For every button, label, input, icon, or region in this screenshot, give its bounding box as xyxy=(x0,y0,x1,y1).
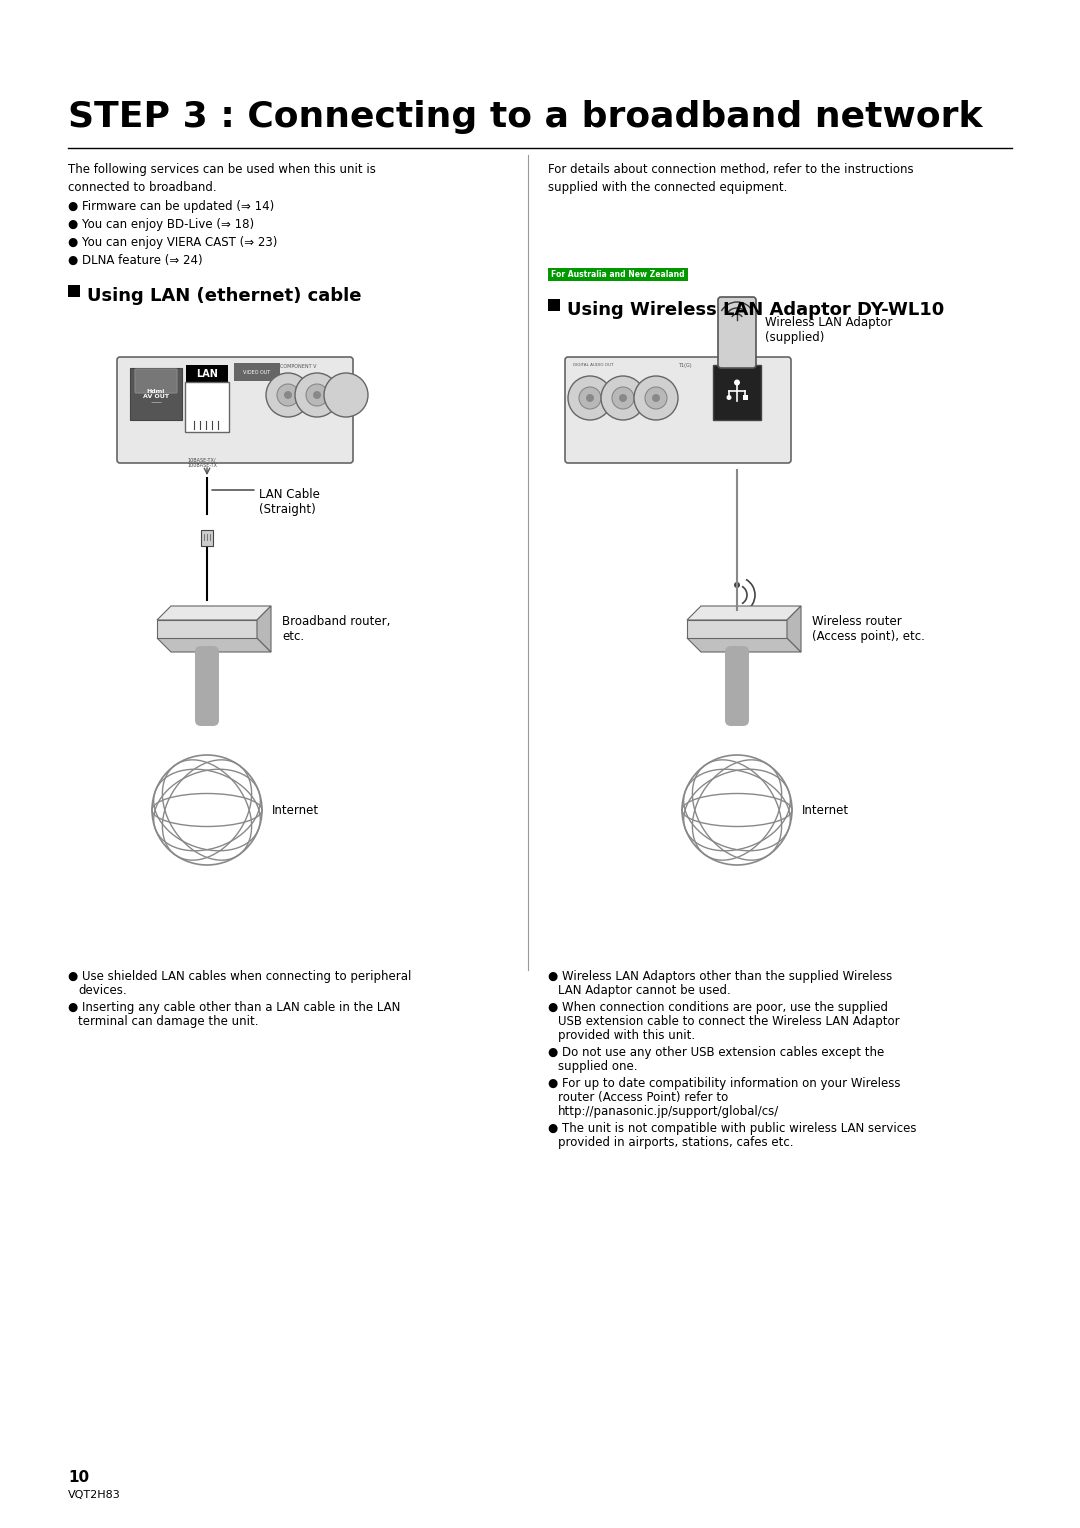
Polygon shape xyxy=(687,620,787,639)
FancyBboxPatch shape xyxy=(713,365,761,420)
Text: ● Use shielded LAN cables when connecting to peripheral: ● Use shielded LAN cables when connectin… xyxy=(68,970,411,983)
Text: —: — xyxy=(150,397,162,406)
Text: ● You can enjoy BD-Live (⇒ 18): ● You can enjoy BD-Live (⇒ 18) xyxy=(68,219,254,231)
Text: supplied one.: supplied one. xyxy=(558,1060,637,1073)
Circle shape xyxy=(634,376,678,420)
Text: Using Wireless LAN Adaptor DY-WL10: Using Wireless LAN Adaptor DY-WL10 xyxy=(567,301,944,319)
Text: USB extension cable to connect the Wireless LAN Adaptor: USB extension cable to connect the Wirel… xyxy=(558,1015,900,1028)
Circle shape xyxy=(568,376,612,420)
Text: devices.: devices. xyxy=(78,984,126,996)
Text: ● You can enjoy VIERA CAST (⇒ 23): ● You can enjoy VIERA CAST (⇒ 23) xyxy=(68,235,278,249)
Polygon shape xyxy=(787,607,801,652)
Circle shape xyxy=(266,373,310,417)
Bar xyxy=(548,299,561,312)
Bar xyxy=(68,286,80,296)
Text: ● Inserting any cable other than a LAN cable in the LAN: ● Inserting any cable other than a LAN c… xyxy=(68,1001,401,1015)
Text: Wireless router
(Access point), etc.: Wireless router (Access point), etc. xyxy=(812,614,924,643)
Text: router (Access Point) refer to: router (Access Point) refer to xyxy=(558,1091,728,1105)
FancyBboxPatch shape xyxy=(725,646,750,726)
Text: ● DLNA feature (⇒ 24): ● DLNA feature (⇒ 24) xyxy=(68,254,203,267)
Text: Hdmi
AV OUT: Hdmi AV OUT xyxy=(143,388,168,399)
Bar xyxy=(743,394,747,399)
Circle shape xyxy=(284,391,292,399)
Circle shape xyxy=(313,391,321,399)
Text: Using LAN (ethernet) cable: Using LAN (ethernet) cable xyxy=(87,287,362,306)
Circle shape xyxy=(727,396,731,400)
Circle shape xyxy=(619,394,627,402)
Polygon shape xyxy=(257,607,271,652)
Polygon shape xyxy=(687,639,801,652)
Text: ● For up to date compatibility information on your Wireless: ● For up to date compatibility informati… xyxy=(548,1077,901,1089)
Polygon shape xyxy=(157,607,271,620)
Circle shape xyxy=(586,394,594,402)
FancyBboxPatch shape xyxy=(186,365,228,384)
Text: DIGITAL AUDIO OUT: DIGITAL AUDIO OUT xyxy=(573,364,613,367)
Text: LAN Adaptor cannot be used.: LAN Adaptor cannot be used. xyxy=(558,984,731,996)
Text: For details about connection method, refer to the instructions
supplied with the: For details about connection method, ref… xyxy=(548,163,914,194)
Text: http://panasonic.jp/support/global/cs/: http://panasonic.jp/support/global/cs/ xyxy=(558,1105,780,1118)
Text: ● Do not use any other USB extension cables except the: ● Do not use any other USB extension cab… xyxy=(548,1047,885,1059)
Circle shape xyxy=(652,394,660,402)
Circle shape xyxy=(734,379,740,385)
FancyBboxPatch shape xyxy=(135,368,177,393)
Text: For Australia and New Zealand: For Australia and New Zealand xyxy=(551,270,685,280)
Polygon shape xyxy=(687,607,801,620)
Circle shape xyxy=(645,387,667,410)
Text: ● The unit is not compatible with public wireless LAN services: ● The unit is not compatible with public… xyxy=(548,1122,917,1135)
Text: provided with this unit.: provided with this unit. xyxy=(558,1028,696,1042)
Polygon shape xyxy=(157,620,257,639)
Text: VIDEO OUT: VIDEO OUT xyxy=(243,370,271,374)
Circle shape xyxy=(734,582,740,588)
Text: 10: 10 xyxy=(68,1470,90,1485)
Text: COMPONENT V: COMPONENT V xyxy=(280,364,316,368)
Circle shape xyxy=(600,376,645,420)
Text: ● When connection conditions are poor, use the supplied: ● When connection conditions are poor, u… xyxy=(548,1001,888,1015)
FancyBboxPatch shape xyxy=(195,646,219,726)
Text: Broadband router,
etc.: Broadband router, etc. xyxy=(282,614,390,643)
Text: ● Firmware can be updated (⇒ 14): ● Firmware can be updated (⇒ 14) xyxy=(68,200,274,212)
FancyBboxPatch shape xyxy=(565,358,791,463)
Text: Wireless LAN Adaptor
(supplied): Wireless LAN Adaptor (supplied) xyxy=(765,316,892,344)
Polygon shape xyxy=(157,639,271,652)
Circle shape xyxy=(306,384,328,406)
Text: Internet: Internet xyxy=(272,804,319,816)
FancyBboxPatch shape xyxy=(130,368,183,420)
FancyBboxPatch shape xyxy=(117,358,353,463)
Circle shape xyxy=(295,373,339,417)
Text: terminal can damage the unit.: terminal can damage the unit. xyxy=(78,1015,258,1028)
FancyBboxPatch shape xyxy=(718,296,756,368)
Text: Internet: Internet xyxy=(802,804,849,816)
Text: STEP 3 : Connecting to a broadband network: STEP 3 : Connecting to a broadband netwo… xyxy=(68,99,983,134)
Circle shape xyxy=(276,384,299,406)
FancyBboxPatch shape xyxy=(548,267,688,281)
FancyBboxPatch shape xyxy=(234,364,280,380)
Text: provided in airports, stations, cafes etc.: provided in airports, stations, cafes et… xyxy=(558,1135,794,1149)
Text: 10BASE-TX/
100BASE-TX: 10BASE-TX/ 100BASE-TX xyxy=(187,457,217,468)
Text: LAN: LAN xyxy=(197,368,218,379)
Text: T1(G): T1(G) xyxy=(678,364,691,368)
FancyBboxPatch shape xyxy=(201,530,213,545)
Text: LAN Cable
(Straight): LAN Cable (Straight) xyxy=(259,487,320,516)
FancyBboxPatch shape xyxy=(185,382,229,432)
Circle shape xyxy=(612,387,634,410)
Text: VQT2H83: VQT2H83 xyxy=(68,1490,121,1500)
Circle shape xyxy=(324,373,368,417)
Circle shape xyxy=(579,387,600,410)
Text: The following services can be used when this unit is
connected to broadband.: The following services can be used when … xyxy=(68,163,376,194)
Text: ● Wireless LAN Adaptors other than the supplied Wireless: ● Wireless LAN Adaptors other than the s… xyxy=(548,970,892,983)
